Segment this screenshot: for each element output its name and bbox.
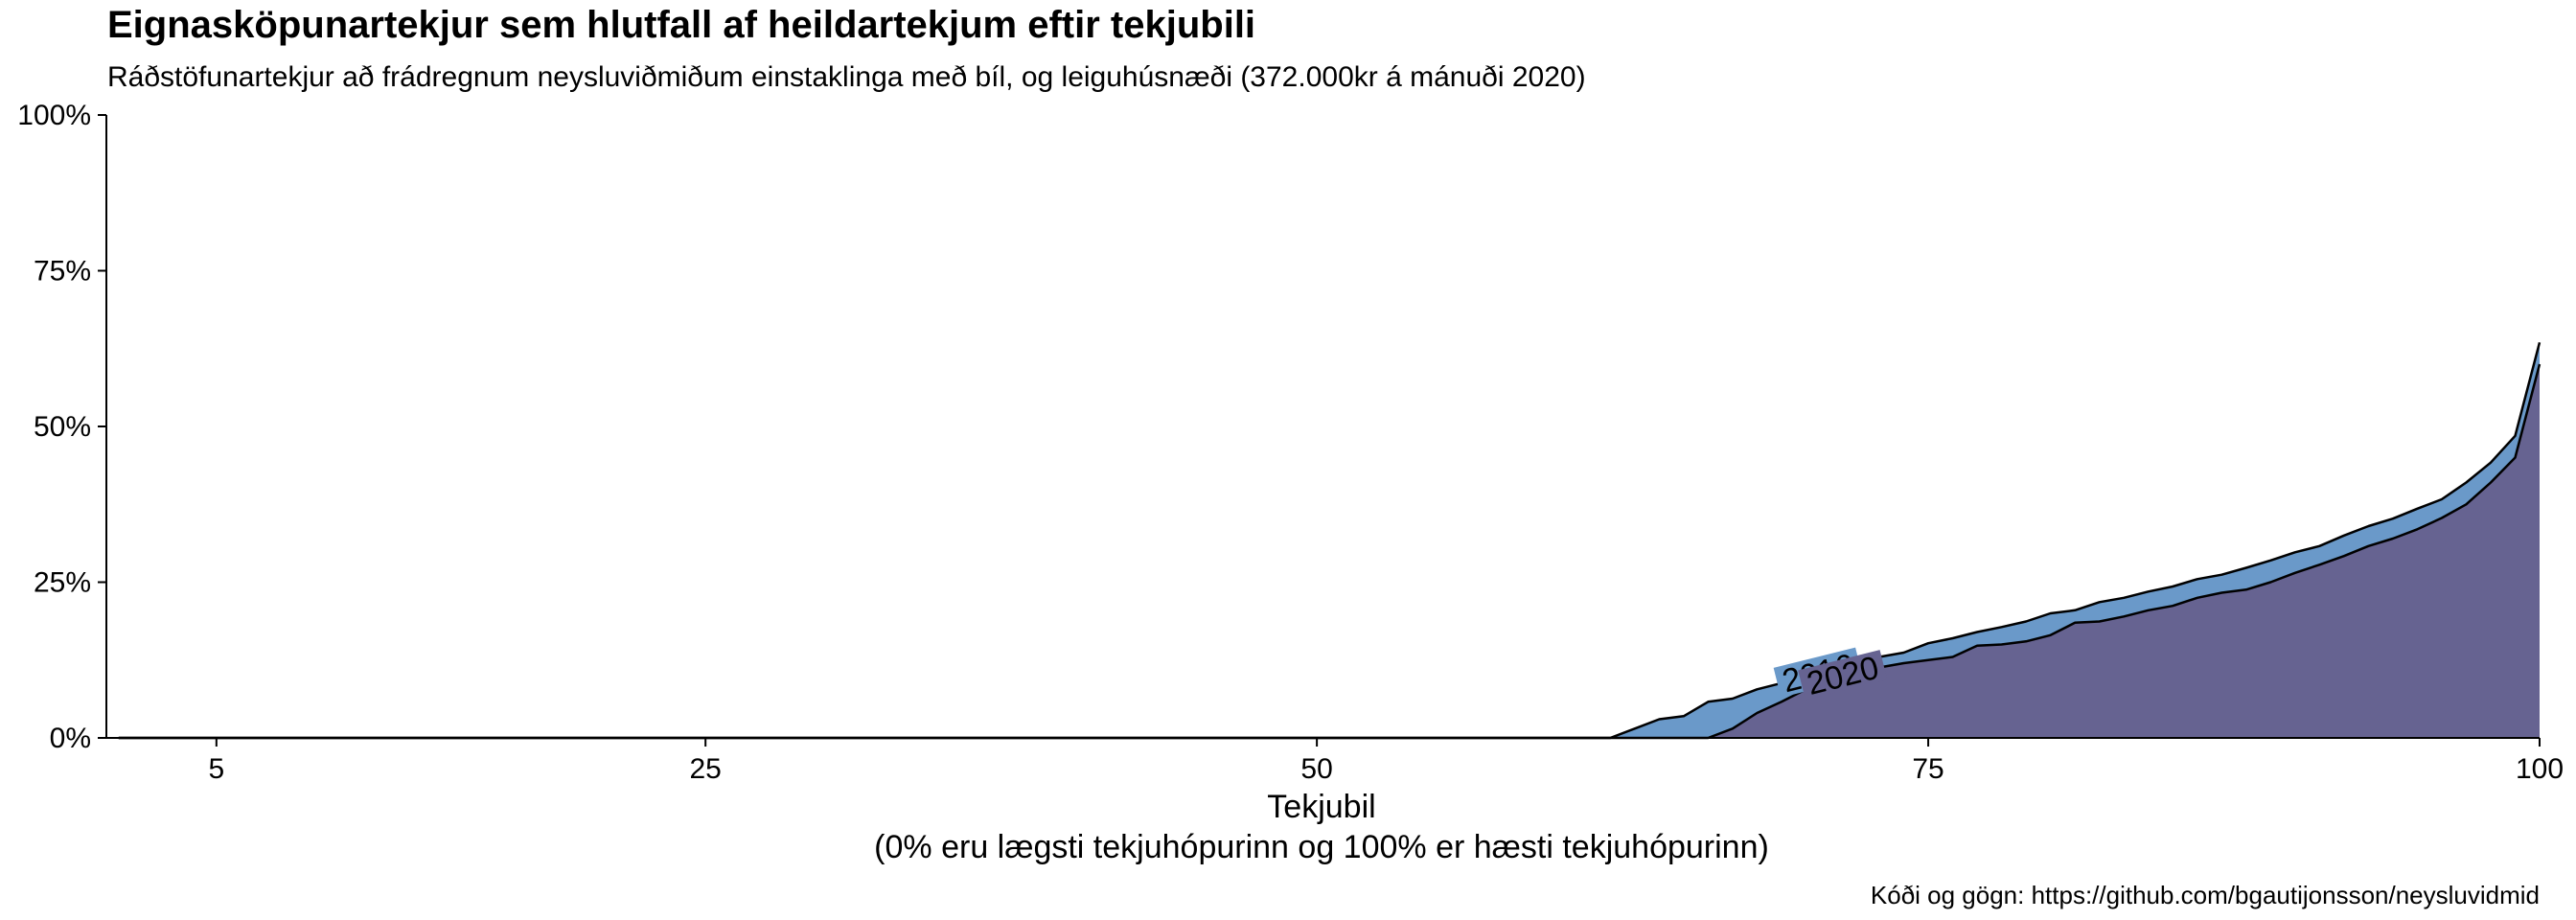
line-series-2016	[118, 341, 2542, 740]
x-tick-label: 100	[2516, 753, 2564, 785]
area-series-2020	[118, 364, 2541, 738]
y-tick-label: 100%	[17, 100, 91, 131]
y-tick-label: 0%	[50, 723, 91, 754]
x-axis-title: Tekjubil	[1267, 789, 1375, 825]
x-tick-label: 75	[1912, 753, 1944, 785]
series-label-bg	[1798, 650, 1888, 701]
y-tick-label: 50%	[34, 411, 91, 443]
chart-subtitle: Ráðstöfunartekjur að frádregnum neysluvi…	[107, 61, 1586, 93]
x-tick-label: 50	[1300, 753, 1332, 785]
y-tick-label: 25%	[34, 567, 91, 599]
x-axis-ticks: 5 25 50 75 100	[208, 738, 2564, 785]
x-tick-label: 5	[208, 753, 224, 785]
y-axis-ticks: 0% 25% 50% 75% 100%	[17, 100, 106, 754]
source-caption: Kóði og gögn: https://github.com/bgautij…	[1871, 881, 2540, 909]
series-layer	[118, 341, 2542, 740]
y-tick-label: 75%	[34, 256, 91, 288]
x-tick-label: 25	[689, 753, 721, 785]
chart-title: Eignasköpunartekjur sem hlutfall af heil…	[107, 4, 1256, 46]
x-axis-subtitle: (0% eru lægsti tekjuhópurinn og 100% er …	[874, 829, 1769, 865]
